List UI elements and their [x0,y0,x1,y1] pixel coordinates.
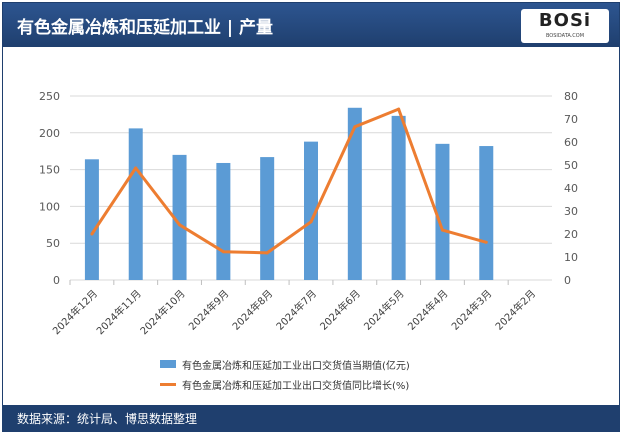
legend-item-bar: 有色金属冶炼和压延加工业出口交货值当期值(亿元) [160,354,410,374]
left-tick-label: 200 [39,127,60,140]
growth-line [90,107,487,255]
bar [260,157,275,280]
bar [435,143,450,280]
line-point [353,125,357,129]
line-point [265,251,269,255]
right-tick-label: 60 [564,136,578,149]
line-point [397,107,401,111]
left-tick-label: 50 [46,237,60,250]
x-tick-label: 2024年8月 [229,287,275,333]
legend-swatch-line [160,382,176,386]
x-tick-label: 2024年7月 [273,287,319,333]
logo: BOSi BOSIDATA.COM [521,9,609,43]
left-tick-label: 100 [39,200,60,213]
x-tick-label: 2024年6月 [317,287,363,333]
x-tick-label: 2024年3月 [449,287,495,333]
x-tick-label: 2024年12月 [50,287,100,337]
bar [172,154,187,280]
source-text: 数据来源：统计局、博思数据整理 [17,412,198,426]
legend: 有色金属冶炼和压延加工业出口交货值当期值(亿元) 有色金属冶炼和压延加工业出口交… [160,354,410,394]
x-tick-label: 2024年10月 [137,287,187,337]
line-point [134,166,138,170]
right-tick-label: 10 [564,251,578,264]
line-point [178,223,182,227]
line-point [484,240,488,244]
footer: 数据来源：统计局、博思数据整理 [3,405,619,431]
line-point [221,250,225,254]
x-tick-label: 2024年2月 [492,287,538,333]
legend-swatch-bar [160,360,176,368]
x-tick-label: 2024年5月 [361,287,407,333]
bar [391,115,406,280]
left-tick-label: 150 [39,164,60,177]
right-tick-label: 80 [564,90,578,103]
legend-label-bar: 有色金属冶炼和压延加工业出口交货值当期值(亿元) [182,360,410,372]
bar [479,146,494,280]
left-tick-label: 250 [39,90,60,103]
right-tick-label: 40 [564,182,578,195]
line-point [90,232,94,236]
header: 有色金属冶炼和压延加工业 | 产量 BOSi BOSIDATA.COM [3,3,619,47]
x-tick-label: 2024年9月 [186,287,232,333]
legend-item-line: 有色金属冶炼和压延加工业出口交货值同比增长(%) [160,374,410,394]
line-point [440,228,444,232]
x-tick-label: 2024年4月 [405,287,451,333]
chart: 0 50 100 150 200 250 0 10 20 30 40 50 60 70 80 2024年12月… [39,90,578,337]
x-tick-label: 2024年11月 [94,287,144,337]
bar [347,107,362,280]
right-tick-label: 50 [564,159,578,172]
legend-label-line: 有色金属冶炼和压延加工业出口交货值同比增长(%) [182,380,410,392]
right-tick-label: 70 [564,113,578,126]
bar [84,159,99,280]
right-tick-label: 20 [564,228,578,241]
right-tick-label: 30 [564,205,578,218]
bar [216,162,231,280]
bar [304,141,318,280]
bar [128,128,143,280]
line-point [309,220,313,224]
right-tick-label: 0 [564,274,571,287]
left-tick-label: 0 [53,274,60,287]
page-title: 有色金属冶炼和压延加工业 | 产量 [17,18,274,38]
